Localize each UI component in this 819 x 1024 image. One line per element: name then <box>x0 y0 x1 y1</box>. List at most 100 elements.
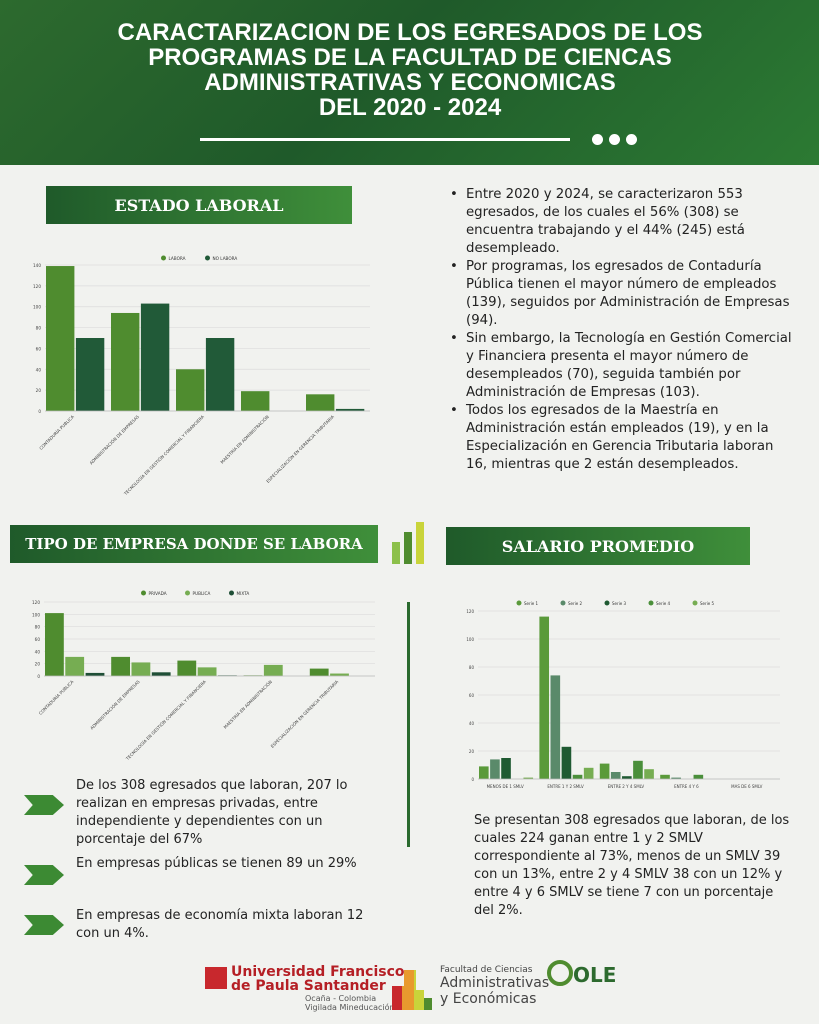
y-tick-label: 0 <box>37 674 40 679</box>
arrow-icon <box>24 915 64 935</box>
section-estado-laboral: ESTADO LABORAL <box>46 186 352 224</box>
y-tick-label: 20 <box>469 749 475 754</box>
bar <box>46 266 75 411</box>
ufps-name: Universidad Francisco <box>231 964 405 980</box>
bar <box>572 774 583 779</box>
y-tick-label: 40 <box>469 721 475 726</box>
bar <box>490 759 500 779</box>
y-tick-label: 80 <box>35 625 41 630</box>
x-tick-label: ADMINISTRACIÓN DE EMPRESAS <box>88 414 140 466</box>
bar <box>671 777 681 779</box>
x-tick-label: ENTRE 2 Y 4 SMLV <box>608 784 645 789</box>
y-tick-label: 120 <box>466 609 474 614</box>
bar <box>176 369 205 411</box>
bar <box>693 774 704 779</box>
y-tick-label: 60 <box>35 637 41 642</box>
bullet-item: Sin embargo, la Tecnología en Gestión Co… <box>448 330 798 402</box>
legend-marker <box>516 600 522 606</box>
bar <box>197 667 217 676</box>
legend-label: Serie 5 <box>700 601 714 606</box>
x-tick-label: MENOS DE 1 SMLV <box>487 784 524 789</box>
legend-marker <box>229 590 234 596</box>
empresa-note: De los 308 egresados que laboran, 207 lo… <box>76 778 348 847</box>
legend-label: NO LABORA <box>213 256 238 261</box>
legend-label: PRIVADA <box>149 591 167 596</box>
y-tick-label: 100 <box>32 612 40 617</box>
facultad-name: Facultad de Ciencias <box>440 965 533 975</box>
bar <box>177 660 197 676</box>
x-tick-label: TECNOLOGÍA EN GESTIÓN COMERCIAL Y FINANC… <box>122 414 205 495</box>
ufps-logo: Universidad Francisco de Paula Santander… <box>205 965 405 1015</box>
bar <box>330 673 349 676</box>
bar-chart-icon <box>392 522 432 564</box>
title-line: ADMINISTRATIVAS Y ECONOMICAS <box>204 69 616 96</box>
dot-icon <box>592 134 603 145</box>
y-tick-label: 140 <box>33 263 41 268</box>
section-tipo-empresa: TIPO DE EMPRESA DONDE SE LABORA <box>10 525 378 563</box>
bar <box>306 394 335 411</box>
y-tick-label: 0 <box>38 409 41 414</box>
bar <box>241 391 270 411</box>
arrow-icon <box>24 865 64 885</box>
bar <box>205 338 235 411</box>
chart-estado-laboral: 0 20 40 60 80 100 120 140 LABORA NO LABORA CONTADU… <box>33 255 370 495</box>
bullet-item: Todos los egresados de la Maestría en Ad… <box>448 402 798 474</box>
x-tick-label: TECNOLOGÍA EN GESTIÓN COMERCIAL Y FINANC… <box>124 679 207 762</box>
y-tick-label: 40 <box>36 367 42 372</box>
bar <box>65 656 85 676</box>
bar <box>45 613 64 676</box>
divider <box>200 138 570 141</box>
y-tick-label: 100 <box>466 637 474 642</box>
arrow-icon <box>24 795 64 815</box>
y-tick-label: 100 <box>33 305 41 310</box>
bar <box>479 766 489 779</box>
facultad-emblem-icon <box>392 970 432 1010</box>
page-title: CARACTARIZACION DE LOS EGRESADOS DE LOS … <box>40 20 780 120</box>
bar <box>550 675 561 779</box>
legend-marker <box>648 600 654 606</box>
chart-tipo-empresa: 0 20 40 60 80 100 120 PRIVADA PUBLICA MIXTA CONTAD… <box>32 590 375 762</box>
legend-marker <box>560 600 566 606</box>
y-tick-label: 20 <box>36 388 42 393</box>
header-banner: CARACTARIZACION DE LOS EGRESADOS DE LOS … <box>0 0 819 165</box>
x-tick-label: MAS DE 6 SMLV <box>731 784 762 789</box>
legend-label: Serie 4 <box>656 601 670 606</box>
dot-icon <box>609 134 620 145</box>
empresa-note: En empresas de economía mixta laboran 12… <box>76 908 364 941</box>
summary-bullets: Entre 2020 y 2024, se caracterizaron 553… <box>448 186 798 474</box>
bar <box>622 776 632 779</box>
bar <box>523 777 534 779</box>
bar <box>140 303 170 411</box>
bar <box>131 662 151 676</box>
magnifier-icon <box>547 960 573 986</box>
ufps-location: Ocaña - Colombia <box>305 994 377 1003</box>
bullet-item: Por programas, los egresados de Contadur… <box>448 258 798 330</box>
bar <box>501 758 511 779</box>
x-tick-label: MAESTRÍA EN ADMINISTRACIÓN <box>219 414 270 465</box>
x-tick-label: CONTADURÍA PUBLICA <box>38 414 75 451</box>
title-line: CARACTARIZACION DE LOS EGRESADOS DE LOS <box>117 19 703 46</box>
bar <box>610 772 621 779</box>
legend-marker <box>141 590 146 596</box>
bar <box>335 408 365 411</box>
legend-label: Serie 3 <box>612 601 626 606</box>
ole-logo: OLE <box>547 960 616 1015</box>
bar <box>111 312 140 411</box>
x-tick-label: ESPECIALIZACIÓN EN GERENCIA TRIBUTARIA <box>270 679 340 749</box>
legend-marker <box>692 600 698 606</box>
x-tick-label: ADMINISTRACIÓN DE EMPRESAS <box>89 679 141 731</box>
bar <box>539 616 550 779</box>
bar <box>309 668 329 676</box>
ole-text: OLE <box>573 963 617 987</box>
legend-label: LABORA <box>169 256 186 261</box>
divider <box>407 602 410 847</box>
title-line: DEL 2020 - 2024 <box>318 94 502 121</box>
bar <box>85 672 105 676</box>
ufps-name: de Paula Santander <box>231 978 386 994</box>
ufps-emblem-icon <box>205 967 227 989</box>
facultad-name: y Económicas <box>440 991 537 1007</box>
legend-marker <box>205 255 210 261</box>
bar <box>633 760 643 779</box>
bar <box>263 664 283 676</box>
legend-label: Serie 1 <box>524 601 538 606</box>
